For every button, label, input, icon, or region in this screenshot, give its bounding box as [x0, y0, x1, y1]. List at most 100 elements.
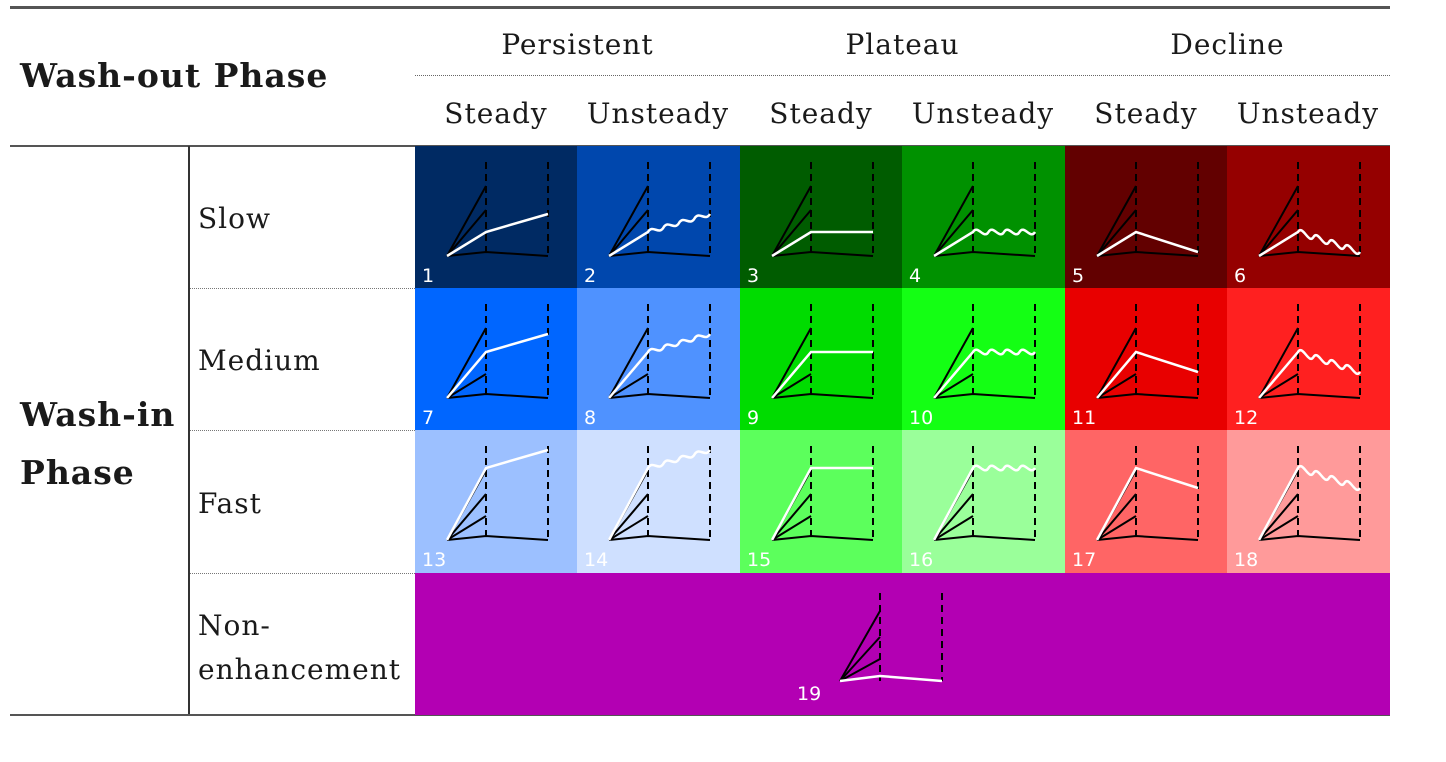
curve-line: [771, 230, 873, 258]
curve-line: [445, 448, 549, 541]
curve-cell: 3: [740, 146, 903, 289]
reference-line: [608, 185, 649, 257]
curve-cell: 6: [1227, 146, 1390, 289]
baseline: [771, 392, 874, 399]
curve-cell: 8: [577, 288, 740, 431]
curve-number: 3: [747, 265, 760, 287]
group-plateau: Plateau: [845, 28, 960, 61]
curve-line: [1095, 466, 1199, 541]
curve-cell: 4: [902, 146, 1065, 289]
baseline: [608, 534, 711, 541]
reference-line: [1096, 185, 1137, 257]
reference-line: [771, 185, 812, 257]
curve-number: 11: [1072, 407, 1097, 429]
curve-cell: 2: [577, 146, 740, 289]
bottom-rule: [10, 714, 1390, 716]
curve-number: 4: [909, 265, 922, 287]
reference-line: [839, 610, 881, 682]
curve-number-19: 19: [797, 683, 822, 705]
curve-cell: 11: [1065, 288, 1228, 431]
curve-line: [608, 333, 712, 399]
curve-line: [1257, 464, 1362, 541]
group-persistent: Persistent: [501, 28, 654, 61]
curve-line: [933, 348, 1037, 399]
curve-cell: 12: [1227, 288, 1390, 431]
curve-cell: 13: [415, 430, 578, 573]
reference-line: [446, 209, 487, 257]
baseline: [446, 250, 549, 257]
row-label-medium: Medium: [198, 344, 321, 377]
curve-number: 10: [909, 407, 934, 429]
nonenh-line1: Non-: [198, 609, 271, 642]
curve-number: 6: [1234, 265, 1247, 287]
reference-line: [839, 658, 881, 682]
subgroup-unsteady: Unsteady: [911, 97, 1055, 130]
curve-icon: [1095, 446, 1199, 541]
curve-cell: 7: [415, 288, 578, 431]
subgroup-unsteady: Unsteady: [586, 97, 730, 130]
curve-icon: [1258, 304, 1362, 399]
reference-line: [608, 327, 649, 399]
curve-number: 8: [584, 407, 597, 429]
curve-number: 5: [1072, 265, 1085, 287]
curve-number: 14: [584, 549, 609, 571]
curve-line: [1258, 348, 1362, 399]
curve-cell: 16: [902, 430, 1065, 573]
subgroup-steady: Steady: [1094, 97, 1198, 130]
row-label-fast: Fast: [198, 487, 262, 520]
curve-cell: 18: [1227, 430, 1390, 573]
curve-number: 18: [1234, 549, 1259, 571]
curve-icon: [1096, 304, 1199, 399]
baseline: [933, 250, 1036, 257]
curve-line: [608, 213, 712, 258]
subgroup-steady: Steady: [444, 97, 548, 130]
curve-icon: [446, 304, 549, 399]
reference-line: [933, 209, 974, 257]
reference-line: [608, 209, 649, 257]
reference-line: [446, 327, 487, 399]
reference-line: [1258, 185, 1299, 257]
reference-line: [608, 515, 649, 541]
reference-line: [446, 185, 487, 257]
reference-line: [1096, 327, 1137, 399]
curve-number: 7: [422, 407, 435, 429]
reference-line: [771, 209, 812, 257]
curve-cell: 10: [902, 288, 1065, 431]
nonenhancement-curve-icon: [839, 593, 943, 683]
washin-phase-title: Wash-in Phase: [20, 386, 175, 502]
curve-icon: [1258, 162, 1362, 258]
curve-line: [771, 350, 873, 399]
reference-line: [933, 327, 974, 399]
reference-line: [446, 515, 487, 541]
curve-number: 9: [747, 407, 760, 429]
row-label-non-enhancement: Non- enhancement: [198, 604, 401, 692]
curve-number: 2: [584, 265, 597, 287]
reference-line: [933, 185, 974, 257]
reference-line: [608, 373, 649, 399]
baseline: [1096, 250, 1199, 257]
curve-icon: [770, 446, 874, 541]
reference-line: [933, 493, 974, 541]
curve-line: [770, 466, 873, 541]
reference-line: [608, 493, 649, 541]
reference-line: [1096, 209, 1137, 257]
subgroup-unsteady: Unsteady: [1236, 97, 1380, 130]
reference-line: [1258, 493, 1299, 541]
nonenhancement-cell: 19: [415, 573, 1390, 715]
curve-cell: 5: [1065, 146, 1228, 289]
row-separator: [190, 288, 415, 289]
curve-icon: [446, 162, 549, 258]
reference-line: [446, 493, 487, 541]
curve-number: 16: [909, 549, 934, 571]
curve-cell: 1: [415, 146, 578, 289]
baseline: [608, 250, 711, 257]
curve-icon: [933, 162, 1037, 258]
baseline: [771, 534, 874, 541]
curve-line: [446, 212, 549, 258]
baseline: [1096, 392, 1199, 399]
curve-line: [1096, 350, 1199, 399]
washout-phase-title: Wash-out Phase: [20, 56, 329, 95]
curve-line: [446, 332, 549, 399]
curve-line: [1096, 230, 1199, 258]
curve-icon: [1257, 446, 1362, 541]
